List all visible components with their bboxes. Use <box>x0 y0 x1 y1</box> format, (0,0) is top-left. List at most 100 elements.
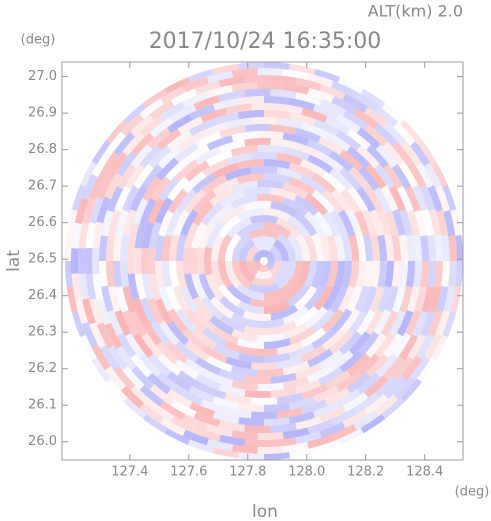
echo-cell <box>250 397 278 406</box>
echo-cell <box>177 387 204 406</box>
echo-cell <box>174 359 199 380</box>
echo-cell <box>250 152 278 160</box>
echo-cell <box>85 247 93 275</box>
echo-cell <box>443 285 456 312</box>
echo-cell <box>231 82 258 92</box>
echo-cell <box>273 261 290 283</box>
echo-cell <box>158 285 174 312</box>
echo-cell <box>65 261 73 288</box>
echo-cell <box>244 424 271 434</box>
echo-cell <box>366 144 389 169</box>
echo-cell <box>264 300 291 314</box>
echo-cell <box>206 135 234 151</box>
echo-cell <box>107 345 128 371</box>
echo-cell <box>331 308 353 334</box>
echo-cell <box>177 370 203 390</box>
echo-cell <box>348 234 360 261</box>
echo-cell <box>231 180 258 194</box>
echo-cell <box>209 186 235 207</box>
echo-cell <box>78 248 86 274</box>
echo-cell <box>270 187 297 201</box>
echo-cell <box>276 261 296 289</box>
echo-cell <box>70 248 79 274</box>
echo-cell <box>289 396 316 410</box>
echo-cell <box>249 298 279 307</box>
echo-cell <box>276 117 304 130</box>
echo-cell <box>380 185 399 212</box>
echo-cell <box>115 209 129 236</box>
echo-cell <box>346 128 371 150</box>
echo-cell <box>342 392 369 413</box>
echo-cell <box>324 387 351 406</box>
echo-cell <box>360 414 386 435</box>
echo-cell <box>311 308 336 333</box>
echo-cell <box>99 345 120 371</box>
echo-cell <box>407 162 427 188</box>
echo-cell <box>338 285 356 313</box>
echo-cell <box>202 344 228 363</box>
echo-cell <box>132 297 149 324</box>
echo-cell <box>282 376 310 390</box>
echo-cell <box>218 420 246 432</box>
echo-cell <box>393 376 416 400</box>
echo-cell <box>149 402 175 423</box>
echo-cell <box>294 379 321 395</box>
echo-cell <box>375 353 398 378</box>
echo-cell <box>431 334 449 361</box>
echo-cell <box>369 285 385 313</box>
echo-cell <box>361 208 377 236</box>
echo-cell <box>198 221 216 249</box>
echo-cell <box>74 298 89 325</box>
echo-cell <box>391 332 411 358</box>
echo-cell <box>193 95 221 111</box>
echo-cell <box>329 168 353 191</box>
echo-cell <box>329 331 353 354</box>
echo-cell <box>300 159 326 178</box>
echo-cell <box>286 261 304 289</box>
echo-cell <box>255 242 273 252</box>
echo-cell <box>167 320 190 346</box>
echo-cell <box>319 99 347 116</box>
echo-cell <box>330 80 357 98</box>
echo-cell <box>264 221 292 239</box>
echo-cell <box>266 251 275 261</box>
echo-cell <box>243 186 271 197</box>
echo-cell <box>377 261 387 288</box>
echo-cell <box>213 162 240 179</box>
echo-cell <box>289 326 316 345</box>
echo-cell <box>230 194 258 209</box>
echo-cell <box>226 283 252 305</box>
echo-cell <box>377 285 392 313</box>
chart-title: 2017/10/24 16:35:00 <box>149 29 382 54</box>
echo-cell <box>244 74 271 83</box>
echo-cell <box>236 283 264 301</box>
echo-cell <box>149 99 175 120</box>
echo-cell <box>114 310 132 337</box>
echo-cell <box>257 145 285 154</box>
echo-cell <box>212 62 239 75</box>
echo-cell <box>399 209 413 236</box>
echo-cell <box>101 210 114 237</box>
echo-cell <box>231 328 258 342</box>
echo-cell <box>269 261 282 277</box>
y-tick-label: 27.0 <box>28 69 57 84</box>
echo-cell <box>270 387 297 398</box>
echo-cell <box>300 174 327 195</box>
echo-cell <box>120 113 144 137</box>
echo-cell <box>289 177 316 196</box>
echo-cell <box>192 201 214 226</box>
echo-cell <box>364 394 389 416</box>
echo-cell <box>264 207 291 222</box>
echo-cell <box>129 185 148 212</box>
echo-cell <box>270 201 299 218</box>
echo-cell <box>155 261 165 288</box>
echo-cell <box>287 284 310 307</box>
echo-cell <box>257 368 285 377</box>
echo-cell <box>288 98 315 111</box>
echo-cell <box>237 352 264 363</box>
echo-cell <box>392 141 414 167</box>
echo-cell <box>282 305 309 325</box>
echo-cell <box>230 313 258 328</box>
echo-cell <box>141 333 163 358</box>
echo-cell <box>295 77 322 91</box>
